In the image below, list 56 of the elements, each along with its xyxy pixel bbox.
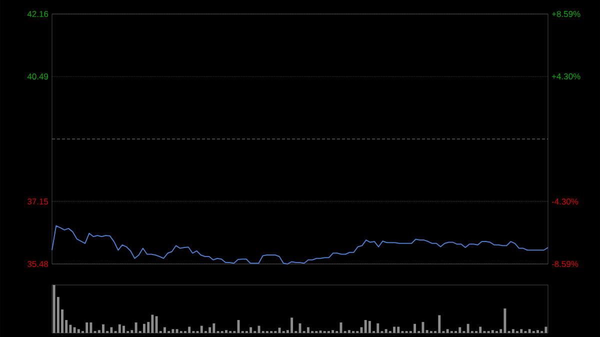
bar bbox=[250, 327, 252, 333]
bar bbox=[164, 327, 166, 333]
bar bbox=[332, 330, 334, 333]
y2-tick-label: -8.59% bbox=[552, 260, 578, 267]
bar bbox=[110, 327, 113, 333]
y2-tick-label: +8.59% bbox=[552, 10, 580, 17]
bar bbox=[118, 324, 121, 333]
y-tick-label: 37.15 bbox=[28, 198, 48, 204]
bar bbox=[73, 327, 76, 333]
bar bbox=[52, 284, 56, 333]
bar bbox=[188, 326, 191, 333]
bar bbox=[438, 315, 441, 333]
bar bbox=[479, 326, 482, 333]
bar bbox=[491, 330, 494, 333]
bar bbox=[306, 327, 310, 333]
bar bbox=[544, 326, 548, 333]
bar bbox=[368, 320, 371, 333]
bar bbox=[155, 316, 158, 333]
bar bbox=[446, 329, 449, 333]
bar bbox=[86, 322, 88, 333]
bar bbox=[151, 314, 154, 333]
bar bbox=[458, 327, 462, 333]
bar bbox=[536, 330, 539, 333]
bar bbox=[224, 330, 228, 333]
bar bbox=[364, 320, 367, 333]
y2-tick-label: +4.30% bbox=[552, 73, 580, 80]
bar bbox=[134, 322, 138, 333]
y-tick-label: 40.49 bbox=[27, 73, 48, 80]
bar bbox=[466, 324, 470, 333]
bar bbox=[290, 318, 294, 333]
bar bbox=[102, 324, 104, 333]
bar bbox=[393, 326, 396, 333]
bar bbox=[200, 326, 203, 333]
bar bbox=[426, 330, 428, 333]
bar bbox=[414, 324, 416, 333]
bar bbox=[520, 329, 523, 333]
bar bbox=[348, 330, 350, 333]
bar bbox=[504, 308, 506, 333]
y-tick-label: 35.48 bbox=[28, 260, 48, 267]
bar bbox=[122, 326, 125, 333]
bar bbox=[77, 329, 80, 333]
bar bbox=[528, 329, 531, 333]
y-tick-label: 42.16 bbox=[27, 10, 48, 17]
bar bbox=[176, 329, 178, 333]
bar bbox=[130, 330, 134, 333]
bar bbox=[208, 327, 212, 333]
bar bbox=[422, 322, 424, 333]
bar bbox=[172, 329, 174, 333]
y2-tick-label: -4.30% bbox=[552, 198, 578, 205]
bar bbox=[143, 324, 146, 333]
bar bbox=[376, 323, 380, 333]
bar bbox=[384, 329, 388, 333]
bar bbox=[212, 323, 216, 333]
bar bbox=[90, 322, 92, 333]
bar bbox=[397, 326, 400, 333]
bar bbox=[512, 329, 514, 333]
